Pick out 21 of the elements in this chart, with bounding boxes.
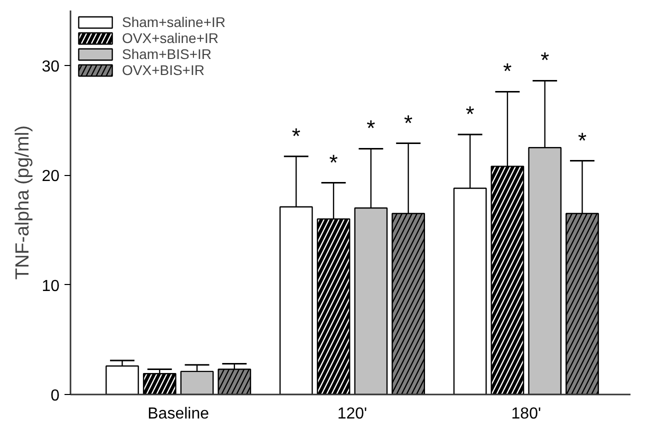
x-tick-label: 180' (511, 406, 542, 422)
annotation: * (404, 110, 414, 136)
x-tick-label: Baseline (148, 406, 210, 422)
legend-label: Sham+BIS+IR (122, 46, 212, 62)
annotation: * (503, 58, 512, 84)
bar (106, 365, 139, 394)
annotation: * (466, 101, 475, 126)
y-axis-title: TNF-alpha (pg/ml) (12, 125, 34, 280)
y-tick-label: 20 (42, 168, 60, 186)
legend-label: Sham+saline+IR (122, 14, 226, 30)
y-tick-label: 10 (42, 278, 60, 295)
x-tick-label: 120' (337, 406, 368, 422)
legend-label: OVX+BIS+IR (122, 62, 204, 78)
annotation: * (292, 123, 301, 148)
annotation: * (366, 116, 376, 141)
annotation: * (329, 150, 338, 175)
annotation: * (540, 48, 550, 73)
y-tick-label: 30 (42, 58, 60, 76)
y-tick-label: 0 (50, 388, 60, 404)
annotation: * (578, 128, 587, 153)
legend-label: OVX+saline+IR (122, 30, 218, 46)
